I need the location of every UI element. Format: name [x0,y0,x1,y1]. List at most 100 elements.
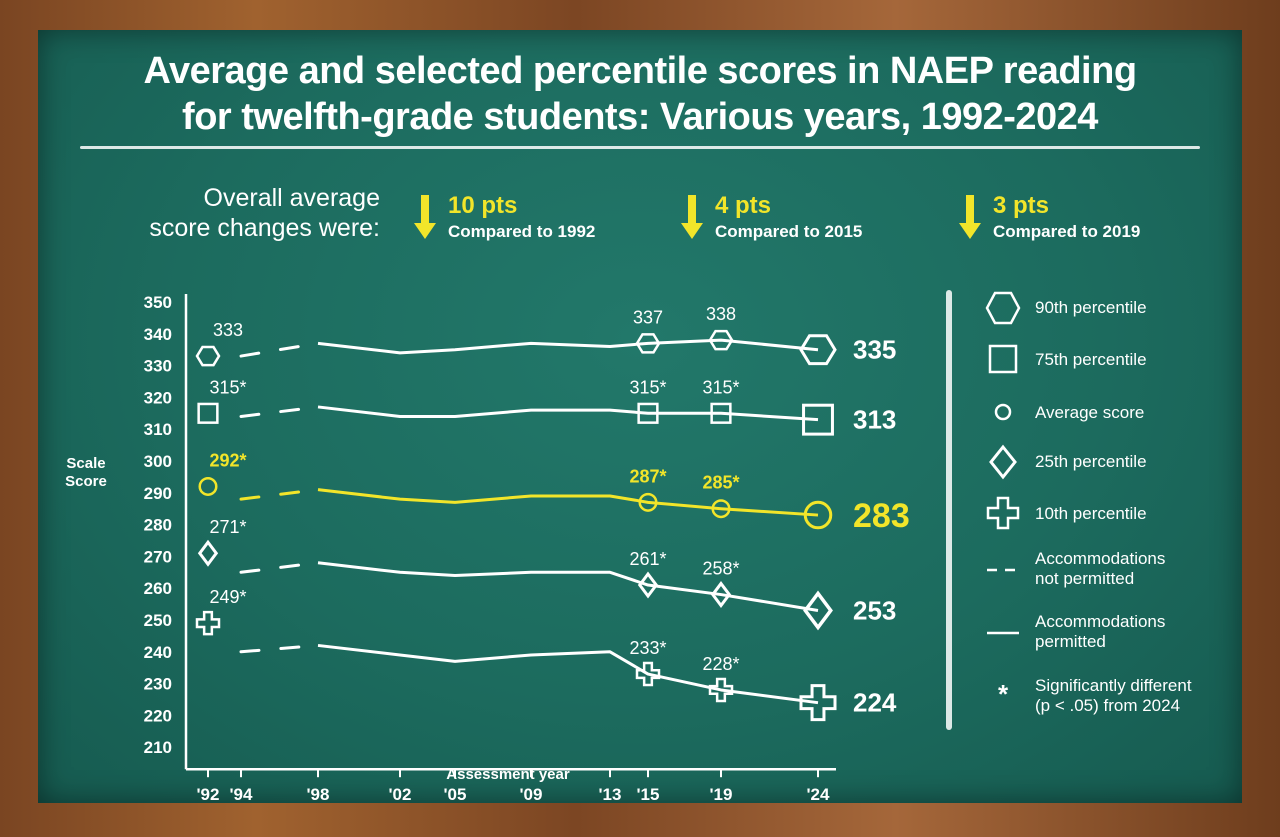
chart-title: Average and selected percentile scores i… [0,48,1280,140]
final-value-label: 283 [853,497,910,535]
point-label: 315* [702,377,739,397]
circle-marker [198,476,218,496]
y-axis-label-line-1: Scale [66,455,105,472]
hexagon-icon [985,291,1021,325]
point-label: 337 [633,307,663,327]
y-tick-label: 340 [144,325,172,344]
circle-marker [638,492,658,512]
legend-label-line-1: Significantly different [1035,676,1192,695]
changes-intro-line-2: score changes were: [149,214,380,242]
y-tick-label: 320 [144,388,172,407]
y-tick-label: 350 [144,293,172,312]
legend-label: 75th percentile [1035,350,1147,369]
x-tick-label: '98 [307,785,330,804]
title-line-1: Average and selected percentile scores i… [143,50,1137,92]
point-label: 249* [209,587,246,607]
hexagon-marker [708,329,734,351]
solid-line [317,643,819,705]
legend-label: 10th percentile [1035,504,1147,523]
solid-line [317,488,819,517]
x-tick-label: '05 [444,785,467,804]
title-line-2: for twelfth-grade students: Various year… [182,96,1098,138]
series-hexagon: 333 337 338 335 [195,304,896,367]
x-tick-label: '94 [230,785,253,804]
point-label: 261* [629,549,666,569]
x-tick-label: '19 [710,785,733,804]
change-points: 3 pts [993,192,1050,219]
solid-line-icon [987,631,1019,635]
diamond-icon [989,444,1017,480]
point-label: 258* [702,559,739,579]
y-tick-label: 280 [144,516,172,535]
change-comparison: Compared to 2019 [993,222,1141,241]
circle-marker [711,499,731,519]
final-value-label: 224 [853,688,897,718]
solid-line [317,561,819,612]
square-marker [637,402,659,424]
square-marker [710,402,732,424]
point-label: 271* [209,517,246,537]
hexagon-marker [195,345,221,367]
square-icon [988,344,1018,374]
cross-marker [708,677,734,703]
point-label: 285* [702,473,739,493]
svg-text:*: * [998,679,1009,709]
legend-label: Average score [1035,403,1145,422]
dashed-segment [239,643,320,654]
point-label: 338 [706,304,736,324]
point-label: 315* [209,377,246,397]
cross-marker [195,610,221,636]
x-tick-label: '02 [389,785,412,804]
y-tick-label: 230 [144,675,172,694]
y-tick-label: 260 [144,579,172,598]
series-circle: 292* 287* 285* 283 [198,450,910,535]
square-marker [197,402,219,424]
y-tick-label: 240 [144,643,172,662]
legend-label-line-1: Accommodations [1035,612,1166,631]
y-tick-label: 250 [144,611,172,630]
y-axis-label-line-2: Score [65,473,107,490]
point-label: 287* [629,466,666,486]
point-label: 228* [702,654,739,674]
x-tick-label: '92 [197,785,220,804]
legend-label-line-2: not permitted [1035,569,1135,588]
dashed-segment [239,341,320,358]
legend-label-line-1: Accommodations [1035,549,1166,568]
diamond-marker [637,571,659,599]
hexagon-marker [799,334,837,366]
x-tick-label: '09 [520,785,543,804]
y-tick-label: 210 [144,738,172,757]
diamond-marker [710,581,732,609]
final-value-label: 313 [853,405,896,435]
change-points: 4 pts [715,192,772,219]
changes-intro-line-1: Overall average [203,184,380,212]
dashed-segment [239,405,320,418]
x-tick-label: '24 [807,785,830,804]
final-value-label: 335 [853,335,896,365]
y-tick-label: 310 [144,420,172,439]
x-tick-label: '15 [637,785,660,804]
circle-icon [994,403,1012,421]
solid-line [317,338,819,355]
down-arrow-icon [959,195,981,239]
cross-icon [986,496,1020,530]
legend-label-line-2: permitted [1035,632,1106,651]
y-tick-label: 290 [144,484,172,503]
point-label: 315* [629,377,666,397]
axes: 350 340 330 320 310 300 290 280 270 260 250 240 230 2… [144,293,836,804]
change-points: 10 pts [448,192,518,219]
cross-marker [799,684,837,722]
square-marker [802,403,834,436]
dashed-segment [239,561,320,574]
legend-divider [946,290,952,730]
diamond-marker [803,590,833,631]
title-underline [80,146,1200,149]
x-tick-label: '13 [599,785,622,804]
diamond-marker [197,539,219,567]
chalkboard [38,30,1242,803]
down-arrow-icon [414,195,436,239]
series-cross: 249* 233* 228* 224 [195,587,897,722]
point-label: 333 [213,320,243,340]
change-comparison: Compared to 2015 [715,222,863,241]
